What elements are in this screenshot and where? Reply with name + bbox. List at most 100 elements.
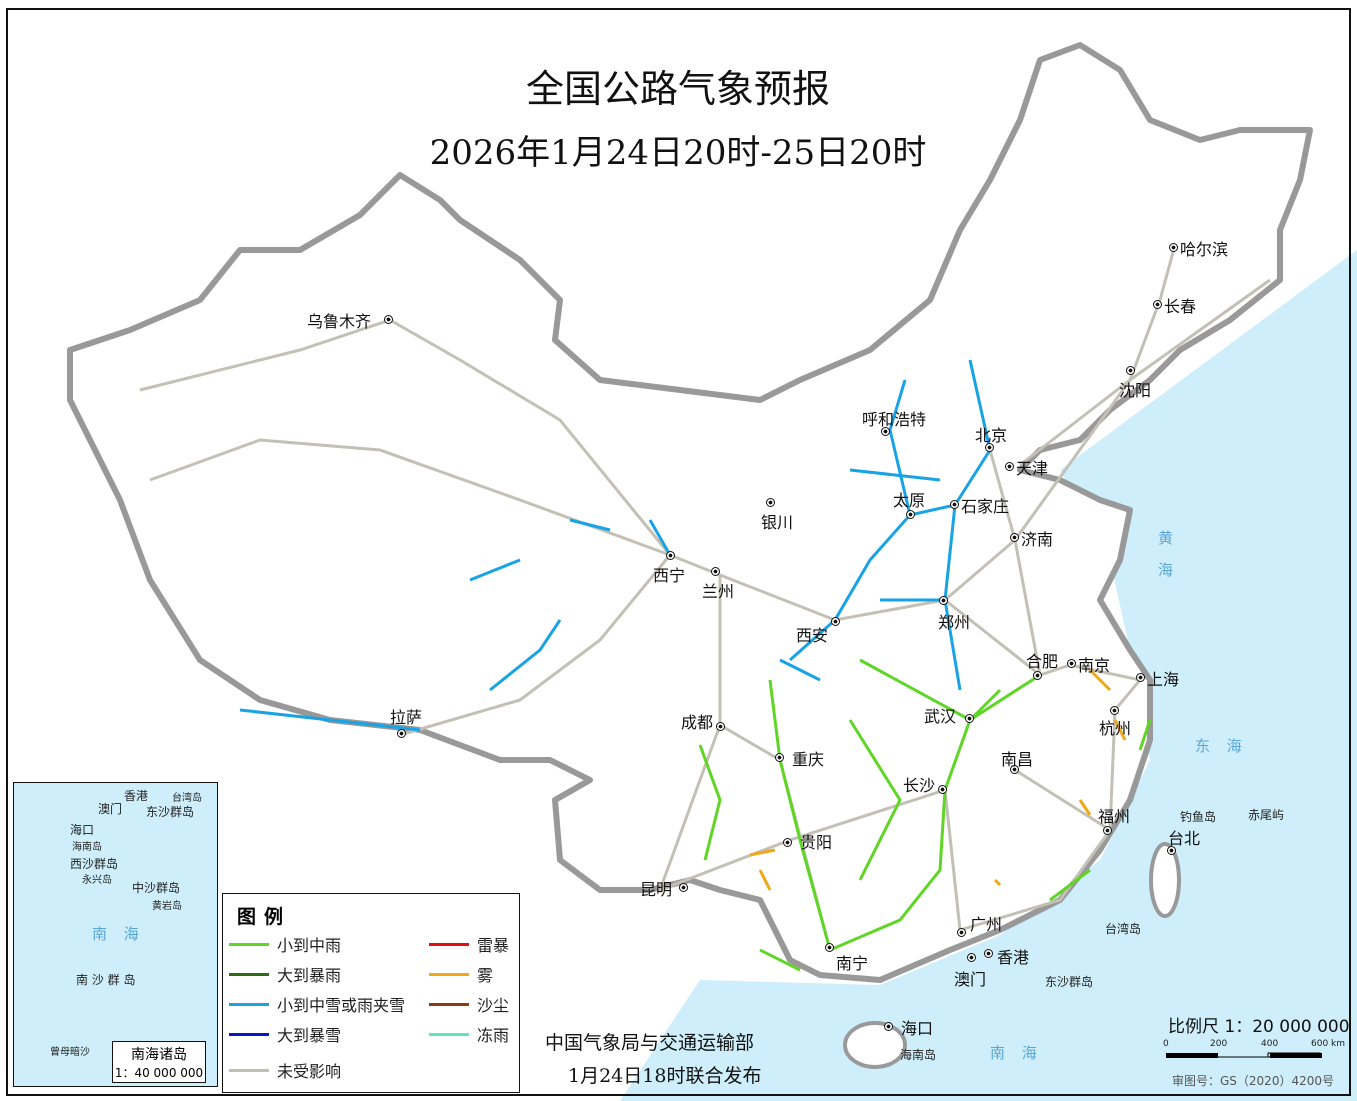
unaffected-roads bbox=[139, 244, 1271, 951]
city-label: 哈尔滨 bbox=[1180, 240, 1229, 259]
city-label: 合肥 bbox=[1026, 652, 1059, 671]
city-marker-icon bbox=[1169, 243, 1178, 252]
inset-label: 永兴岛 bbox=[82, 875, 112, 886]
taiwan-island bbox=[1149, 842, 1181, 918]
legend-swatch bbox=[229, 1068, 269, 1072]
inset-sea: 南 海 bbox=[92, 925, 145, 943]
city-label: 兰州 bbox=[702, 582, 735, 601]
legend-item: 冻雨 bbox=[429, 1022, 509, 1046]
legend-item: 未受影响 bbox=[229, 1058, 341, 1082]
city-marker-icon bbox=[1010, 765, 1019, 774]
legend-label: 冻雨 bbox=[477, 1026, 510, 1045]
city-marker-icon bbox=[1110, 706, 1119, 715]
city-marker-icon bbox=[1103, 826, 1112, 835]
city-label: 西安 bbox=[796, 626, 829, 645]
legend-swatch bbox=[429, 942, 469, 946]
inset-label: 香港 bbox=[124, 789, 149, 803]
city-label: 台北 bbox=[1168, 829, 1201, 848]
inset-label: 南 沙 群 岛 bbox=[76, 973, 136, 987]
city-label: 沈阳 bbox=[1119, 381, 1152, 400]
legend-item: 雷暴 bbox=[429, 932, 509, 956]
city-marker-icon bbox=[1153, 300, 1162, 309]
legend-item: 大到暴雪 bbox=[229, 1022, 341, 1046]
legend-label: 雷暴 bbox=[477, 936, 510, 955]
label-taiwan-island: 台湾岛 bbox=[1105, 922, 1142, 936]
legend-swatch bbox=[429, 1032, 469, 1036]
inset-label: 海南岛 bbox=[72, 842, 102, 853]
snow-roads bbox=[239, 359, 992, 732]
fog-roads bbox=[749, 668, 1127, 891]
city-label: 南京 bbox=[1078, 656, 1111, 675]
city-label: 石家庄 bbox=[961, 497, 1010, 516]
label-chiwei: 赤尾屿 bbox=[1248, 808, 1285, 822]
legend-label: 大到暴雨 bbox=[277, 966, 342, 985]
city-marker-icon bbox=[1126, 366, 1135, 375]
inset-label: 海口 bbox=[70, 823, 95, 837]
city-label: 长春 bbox=[1164, 297, 1197, 316]
map-frame bbox=[6, 8, 1351, 1096]
city-label: 香港 bbox=[997, 948, 1030, 967]
sea-huanghai: 黄 海 bbox=[1156, 530, 1174, 583]
legend-label: 大到暴雪 bbox=[277, 1026, 342, 1045]
city-label: 杭州 bbox=[1099, 719, 1132, 738]
inset-scale: 1：40 000 000 bbox=[114, 1066, 204, 1080]
city-marker-icon bbox=[783, 838, 792, 847]
inset-label: 西沙群岛 bbox=[70, 857, 119, 871]
inset-label: 澳门 bbox=[98, 802, 123, 816]
legend-swatch bbox=[429, 1002, 469, 1006]
south-china-sea-inset: 香港 澳门 台湾岛 东沙群岛 海口 海南岛 西沙群岛 永兴岛 中沙群岛 黄岩岛 … bbox=[13, 782, 218, 1087]
city-label: 上海 bbox=[1147, 670, 1180, 689]
legend-label: 雾 bbox=[477, 966, 494, 985]
city-label: 重庆 bbox=[792, 750, 825, 769]
map-title: 全国公路气象预报 bbox=[525, 67, 830, 111]
inset-scale-box: 南海诸岛 1：40 000 000 bbox=[112, 1041, 206, 1083]
scale-tick: 600 km bbox=[1311, 1039, 1346, 1049]
legend-label: 沙尘 bbox=[477, 996, 510, 1015]
label-hainan: 海南岛 bbox=[900, 1048, 937, 1062]
city-label: 昆明 bbox=[640, 880, 673, 899]
city-marker-icon bbox=[716, 722, 725, 731]
city-marker-icon bbox=[384, 315, 393, 324]
inset-title: 南海诸岛 bbox=[131, 1047, 187, 1063]
city-marker-icon bbox=[766, 498, 775, 507]
city-label: 西宁 bbox=[653, 566, 686, 585]
city-marker-icon bbox=[950, 500, 959, 509]
city-marker-icon bbox=[1067, 659, 1076, 668]
city-label: 北京 bbox=[975, 426, 1008, 445]
legend-item: 小到中雨 bbox=[229, 932, 341, 956]
city-marker-icon bbox=[906, 510, 915, 519]
city-label: 广州 bbox=[970, 915, 1003, 934]
legend-item: 大到暴雨 bbox=[229, 962, 341, 986]
map-approval-number: 审图号：GS（2020）4200号 bbox=[1172, 1074, 1334, 1088]
legend-item: 沙尘 bbox=[429, 992, 509, 1016]
legend-label: 小到中雪或雨夹雪 bbox=[277, 996, 406, 1015]
city-label: 银川 bbox=[761, 513, 794, 532]
city-label: 乌鲁木齐 bbox=[307, 312, 372, 331]
city-label: 长沙 bbox=[903, 776, 936, 795]
city-marker-icon bbox=[1167, 846, 1176, 855]
city-marker-icon bbox=[666, 551, 675, 560]
legend-label: 未受影响 bbox=[277, 1062, 342, 1081]
city-marker-icon bbox=[967, 953, 976, 962]
city-marker-icon bbox=[965, 714, 974, 723]
city-marker-icon bbox=[985, 443, 994, 452]
city-label: 武汉 bbox=[924, 707, 957, 726]
legend-swatch bbox=[229, 1002, 269, 1006]
city-marker-icon bbox=[825, 943, 834, 952]
city-label: 福州 bbox=[1098, 807, 1131, 826]
inset-label: 中沙群岛 bbox=[132, 881, 181, 895]
legend-item: 小到中雪或雨夹雪 bbox=[229, 992, 405, 1016]
city-marker-icon bbox=[1005, 462, 1014, 471]
inset-label: 曾母暗沙 bbox=[50, 1047, 90, 1058]
city-label: 郑州 bbox=[938, 613, 971, 632]
city-label: 成都 bbox=[681, 713, 714, 732]
city-marker-icon bbox=[1136, 673, 1145, 682]
legend-swatch bbox=[229, 942, 269, 946]
label-dongsha: 东沙群岛 bbox=[1045, 975, 1094, 989]
city-label: 南宁 bbox=[836, 954, 869, 973]
city-marker-icon bbox=[679, 883, 688, 892]
publish-time: 1月24日18时联合发布 bbox=[568, 1065, 762, 1087]
city-marker-icon bbox=[1010, 533, 1019, 542]
legend-swatch bbox=[229, 1032, 269, 1036]
